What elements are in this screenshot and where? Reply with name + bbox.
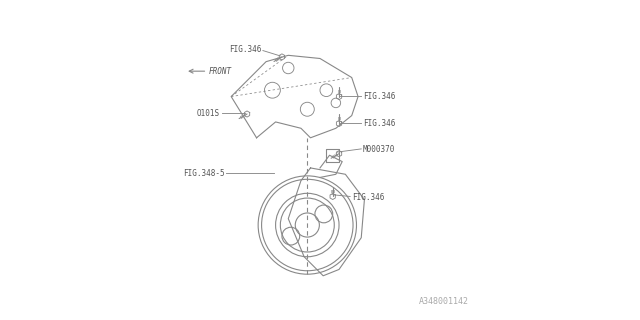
- Text: FIG.348-5: FIG.348-5: [183, 169, 225, 178]
- Text: A348001142: A348001142: [419, 297, 469, 306]
- Text: O101S: O101S: [197, 109, 220, 118]
- Text: FIG.346: FIG.346: [363, 119, 396, 128]
- Text: M000370: M000370: [363, 145, 396, 154]
- Text: FIG.346: FIG.346: [363, 92, 396, 101]
- Text: FRONT: FRONT: [209, 67, 232, 76]
- Text: FIG.346: FIG.346: [352, 193, 384, 202]
- Text: FIG.346: FIG.346: [229, 45, 261, 54]
